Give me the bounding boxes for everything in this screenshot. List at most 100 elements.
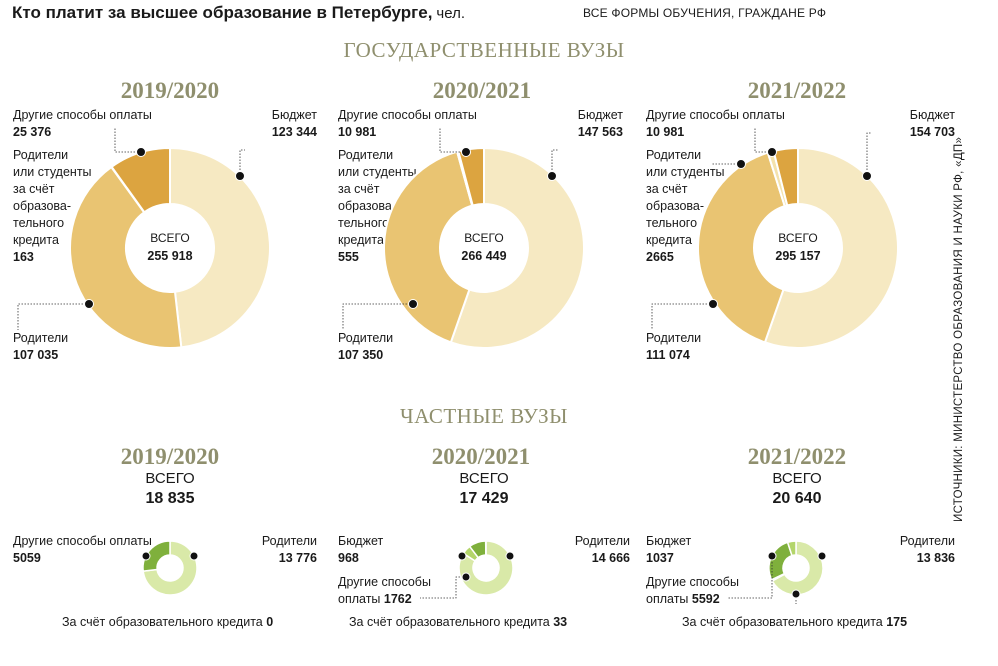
v21-leader-line-0 [728,556,773,599]
p19-leader-line-2 [114,127,141,153]
p21-leader-line-1 [651,303,713,330]
v20-leader-line-0 [420,576,466,599]
p21-credit-value: 2665 [646,250,674,264]
section-private-heading: ЧАСТНЫЕ ВУЗЫ [400,404,568,428]
title-text: Кто платит за высшее образование в Петер… [12,3,433,22]
v21-parents-label: Родители 13 836 [878,533,955,567]
p21-parents-value: 111 074 [646,348,690,362]
p21-credit-line-2: или студенты [646,165,725,179]
p19-parents-name: Родители [13,331,69,345]
p19-budget-value: 123 344 [271,125,317,139]
p20-credit-label: Родители или студенты за счёт образова- … [338,147,417,266]
v19-marker-dot-0 [189,551,199,561]
p20-parents-value: 107 350 [338,348,384,362]
v19-parents-value: 13 776 [278,551,317,565]
v19-marker-dot-1 [141,551,151,561]
p20-center-total-value: 266 449 [461,249,506,263]
v19-credit-value: 0 [266,615,274,629]
p19-leader-line-1 [17,303,89,330]
p20-center-total-label: ВСЕГО [464,231,503,245]
private-2020-total-value: 17 429 [459,490,509,507]
p20-budget-label: Бюджет 147 563 [546,107,623,141]
v19-other-label: Другие способы оплаты 5059 [13,533,152,567]
year-private-2020: 2020/2021 [431,444,531,469]
year-public-2020: 2020/2021 [432,78,532,103]
p19-credit-label: Родители или студенты за счёт образова- … [13,147,92,266]
p20-marker-dot-1 [408,299,418,309]
p19-slice-3 [110,146,171,214]
p19-parents-label: Родители 107 035 [13,330,68,364]
v20-marker-dot-0 [505,551,515,561]
v21-marker-dot-1 [767,551,777,561]
p19-credit-value: 163 [13,250,34,264]
v21-other-value: 5592 [691,592,720,606]
p19-center-total-label: ВСЕГО [150,231,189,245]
p20-credit-value: 555 [338,250,359,264]
p19-other-value: 25 376 [13,125,52,139]
v20-marker-dot-1 [457,551,467,561]
p21-budget-value: 154 703 [909,125,955,139]
v21-marker-dot-2 [791,589,801,599]
v21-slice-3 [786,540,797,557]
p21-credit-line-1: Родители [646,148,702,162]
v20-parents-value: 14 666 [591,551,630,565]
p21-parents-label: Родители 111 074 [646,330,701,364]
p20-credit-line-4: образова- [338,199,397,213]
private-2019-total-value: 18 835 [145,490,195,507]
year-public-2021: 2021/2022 [747,78,847,103]
v19-parents-name: Родители [261,534,317,548]
p20-slice-1 [383,150,474,344]
p20-credit-line-6: кредита [338,233,384,247]
v20-budget-value: 968 [338,551,359,565]
v20-credit-value: 33 [553,615,568,629]
p21-budget-label: Бюджет 154 703 [878,107,955,141]
v21-budget-label: Бюджет 1037 [646,533,691,567]
p21-credit-line-6: кредита [646,233,692,247]
v21-marker-dot-0 [817,551,827,561]
p21-slice-1 [697,151,786,344]
p21-credit-line-4: образова- [646,199,705,213]
v20-parents-label: Родители 14 666 [553,533,630,567]
p19-budget-name: Бюджет [271,108,317,122]
year-private-2019: 2019/2020 [120,444,220,469]
p20-leader-line-1 [342,303,413,330]
p21-credit-line-3: за счёт [646,182,688,196]
p21-marker-dot-1 [708,299,718,309]
p20-marker-dot-2 [461,147,471,157]
v21-credit-value: 175 [886,615,908,629]
v21-parents-value: 13 836 [916,551,955,565]
v20-credit-label: За счёт образовательного кредита 33 [349,615,567,629]
p20-budget-name: Бюджет [577,108,623,122]
private-2021-total-label: ВСЕГО [772,470,822,487]
p19-slice-1 [69,165,183,349]
p19-other-label: Другие способы оплаты 25 376 [13,107,152,141]
private-2021-total-value: 20 640 [772,490,822,507]
section-public-heading: ГОСУДАРСТВЕННЫЕ ВУЗЫ [343,38,625,62]
v20-other-value: 1762 [383,592,412,606]
p21-center-total-label: ВСЕГО [778,231,817,245]
v21-other-line-1: Другие способы [646,575,739,589]
p21-budget-name: Бюджет [909,108,955,122]
v20-slice-0 [458,540,514,596]
p19-center-total-value: 255 918 [147,249,192,263]
v20-other-label: Другие способы оплаты 1762 [338,574,431,608]
v20-credit-name: За счёт образовательного кредита [349,615,550,629]
p20-parents-name: Родители [338,331,394,345]
year-public-2019: 2019/2020 [120,78,220,103]
v19-slice-0 [142,540,198,596]
p21-parents-name: Родители [646,331,702,345]
v21-slice-2 [768,541,793,581]
p19-budget-label: Бюджет 123 344 [240,107,317,141]
p20-leader-line-2 [439,127,466,153]
p21-other-value: 10 981 [646,125,685,139]
p21-leader-line-0 [866,132,872,176]
v20-budget-name: Бюджет [338,534,384,548]
p21-other-name: Другие способы оплаты [646,108,785,122]
v21-budget-value: 1037 [646,551,674,565]
p19-marker-dot-0 [235,171,245,181]
v19-other-name: Другие способы оплаты [13,534,152,548]
p21-center-total-value: 295 157 [775,249,820,263]
p19-marker-dot-1 [84,299,94,309]
v19-credit-name: За счёт образовательного кредита [62,615,263,629]
v21-other-line-2: оплаты [646,592,689,606]
